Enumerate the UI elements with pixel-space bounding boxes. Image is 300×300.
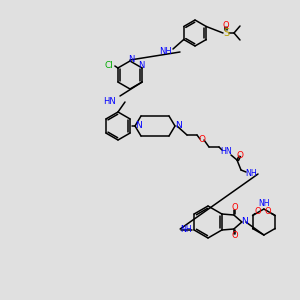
Text: Cl: Cl xyxy=(104,61,113,70)
Text: NH: NH xyxy=(258,200,270,208)
Text: NH: NH xyxy=(245,169,257,178)
Text: N: N xyxy=(138,61,144,70)
Text: N: N xyxy=(135,122,141,130)
Text: HN: HN xyxy=(220,148,232,157)
Text: S: S xyxy=(223,28,229,38)
Text: NH: NH xyxy=(180,226,192,235)
Text: O: O xyxy=(236,151,244,160)
Text: O: O xyxy=(265,207,272,216)
Text: O: O xyxy=(254,207,261,216)
Text: O: O xyxy=(223,20,229,29)
Text: N: N xyxy=(175,122,182,130)
Text: O: O xyxy=(232,203,238,212)
Text: NH: NH xyxy=(159,47,171,56)
Text: N: N xyxy=(128,55,134,64)
Text: O: O xyxy=(199,136,206,145)
Text: HN: HN xyxy=(103,98,116,106)
Text: N: N xyxy=(242,218,248,226)
Text: O: O xyxy=(232,232,238,241)
